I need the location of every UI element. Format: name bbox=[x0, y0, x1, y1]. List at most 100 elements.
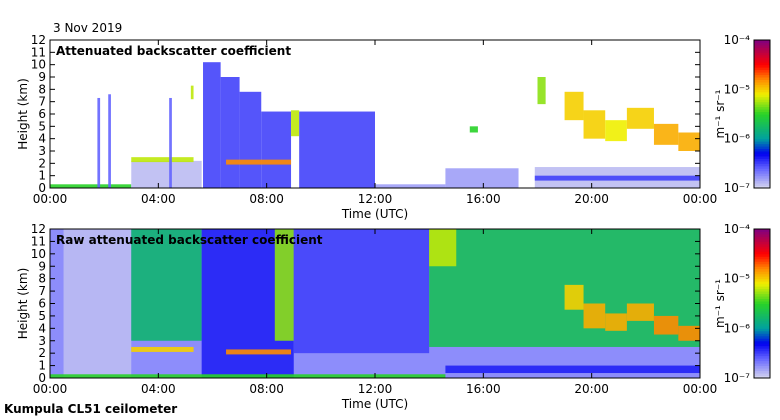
y-tick-label: 3 bbox=[38, 334, 46, 348]
colorbar-cell bbox=[754, 286, 770, 290]
colorbar-cell bbox=[754, 72, 770, 76]
colorbar-cell bbox=[754, 236, 770, 240]
backscatter-region bbox=[169, 97, 172, 188]
colorbar-cell bbox=[754, 303, 770, 307]
y-axis-label: Height (km) bbox=[16, 78, 30, 149]
colorbar-tick-label: 10⁻⁷ bbox=[724, 371, 751, 385]
x-tick-label: 16:00 bbox=[466, 382, 501, 396]
colorbar-cell bbox=[754, 77, 770, 80]
colorbar-cell bbox=[754, 94, 770, 98]
colorbar-cell bbox=[754, 141, 770, 145]
colorbar-cell bbox=[754, 109, 770, 113]
panel-1 bbox=[49, 39, 771, 189]
colorbar-cell bbox=[754, 183, 770, 187]
backscatter-region bbox=[445, 365, 700, 374]
backscatter-region bbox=[564, 284, 584, 310]
colorbar-cell bbox=[754, 360, 770, 364]
x-tick-label: 00:00 bbox=[683, 382, 718, 396]
colorbar-cell bbox=[754, 133, 770, 137]
colorbar-frame bbox=[753, 228, 771, 379]
colorbar-cell bbox=[754, 373, 770, 377]
colorbar-frame bbox=[753, 39, 771, 189]
colorbar-cell bbox=[754, 111, 770, 115]
x-tick-label: 04:00 bbox=[141, 382, 176, 396]
colorbar-cell bbox=[754, 96, 770, 100]
colorbar-cell bbox=[754, 233, 770, 237]
colorbar-cell bbox=[754, 180, 770, 184]
colorbar-cell bbox=[754, 185, 770, 189]
colorbar-cell bbox=[754, 47, 770, 51]
colorbar-cell bbox=[754, 310, 770, 314]
colorbar-cell bbox=[754, 353, 770, 357]
x-tick-label: 00:00 bbox=[683, 192, 718, 206]
colorbar-cell bbox=[754, 99, 770, 103]
colorbar-cell bbox=[754, 114, 770, 117]
colorbar-tick-label: 10⁻⁶ bbox=[724, 132, 751, 146]
colorbar-cell bbox=[754, 155, 770, 159]
colorbar-cell bbox=[754, 81, 770, 85]
colorbar-cell bbox=[754, 121, 770, 125]
backscatter-region bbox=[239, 91, 262, 188]
colorbar-cell bbox=[754, 256, 770, 260]
backscatter-region bbox=[564, 91, 584, 121]
backscatter-region bbox=[375, 184, 446, 188]
x-tick-label: 08:00 bbox=[249, 382, 284, 396]
colorbar-cell bbox=[754, 64, 770, 68]
backscatter-region bbox=[534, 175, 700, 181]
colorbar-cell bbox=[754, 128, 770, 132]
colorbar-cell bbox=[754, 266, 770, 270]
colorbar-cell bbox=[754, 338, 770, 342]
y-tick-label: 7 bbox=[38, 95, 46, 109]
backscatter-region bbox=[583, 303, 606, 329]
y-tick-label: 8 bbox=[38, 82, 46, 96]
y-tick-label: 2 bbox=[38, 346, 46, 360]
y-tick-label: 1 bbox=[38, 169, 46, 183]
colorbar-unit-label: m⁻¹ sr⁻¹ bbox=[713, 279, 727, 328]
colorbar-cell bbox=[754, 301, 770, 304]
colorbar-tick-label: 10⁻⁴ bbox=[724, 33, 751, 47]
x-tick-label: 08:00 bbox=[249, 192, 284, 206]
panel-2 bbox=[49, 228, 771, 379]
colorbar-cell bbox=[754, 370, 770, 374]
backscatter-region bbox=[678, 325, 700, 341]
colorbar-cell bbox=[754, 79, 770, 83]
colorbar-cell bbox=[754, 355, 770, 359]
colorbar-cell bbox=[754, 136, 770, 140]
colorbar-cell bbox=[754, 268, 770, 272]
x-tick-label: 20:00 bbox=[574, 382, 609, 396]
colorbar-cell bbox=[754, 229, 770, 232]
y-tick-label: 8 bbox=[38, 272, 46, 286]
colorbar-cell bbox=[754, 325, 770, 329]
colorbar-cell bbox=[754, 101, 770, 105]
y-tick-label: 3 bbox=[38, 144, 46, 158]
colorbar-cell bbox=[754, 44, 770, 48]
colorbar-cell bbox=[754, 350, 770, 354]
backscatter-region bbox=[626, 303, 654, 321]
y-tick-label: 12 bbox=[31, 33, 46, 47]
colorbar-cell bbox=[754, 106, 770, 110]
x-axis-label: Time (UTC) bbox=[341, 397, 408, 411]
colorbar-cell bbox=[754, 298, 770, 302]
colorbar-cell bbox=[754, 271, 770, 275]
backscatter-region bbox=[429, 229, 457, 267]
y-tick-label: 4 bbox=[38, 132, 46, 146]
colorbar-cell bbox=[754, 241, 770, 245]
y-tick-label: 10 bbox=[31, 247, 46, 261]
colorbar-cell bbox=[754, 308, 770, 312]
colorbar-tick-label: 10⁻⁴ bbox=[724, 222, 751, 236]
colorbar-cell bbox=[754, 320, 770, 324]
colorbar-cell bbox=[754, 330, 770, 334]
colorbar-cell bbox=[754, 231, 770, 235]
colorbar-cell bbox=[754, 313, 770, 317]
x-tick-label: 00:00 bbox=[33, 192, 68, 206]
colorbar-cell bbox=[754, 363, 770, 367]
backscatter-region bbox=[131, 346, 194, 352]
backscatter-region bbox=[190, 85, 194, 100]
colorbar-cell bbox=[754, 91, 770, 95]
y-tick-label: 6 bbox=[38, 297, 46, 311]
colorbar-cell bbox=[754, 333, 770, 337]
colorbar-cell bbox=[754, 261, 770, 265]
backscatter-region bbox=[299, 111, 375, 188]
colorbar-cell bbox=[754, 291, 770, 295]
